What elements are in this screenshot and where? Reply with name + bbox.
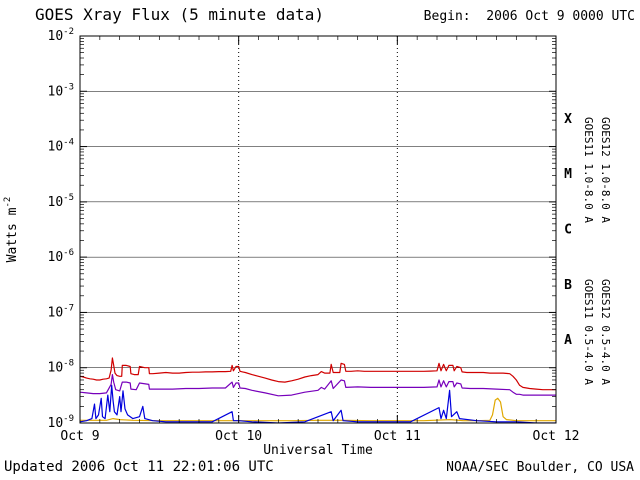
- x-tick-label: Oct 11: [374, 429, 421, 444]
- series-goes11-1-0-8-0-a: [80, 374, 556, 397]
- flare-class-letters: X M C B A: [564, 112, 572, 348]
- y-axis-ticks: 10-2 10-3 10-4 10-5 10-6 10-7 10-8 10-9: [48, 27, 556, 431]
- y-tick-label: 10-9: [48, 414, 75, 431]
- updated-timestamp-label: Updated 2006 Oct 11 22:01:06 UTC: [4, 459, 274, 475]
- source-attribution-label: NOAA/SEC Boulder, CO USA: [446, 460, 634, 475]
- y-tick-label: 10-6: [48, 248, 75, 265]
- y-tick-label: 10-4: [48, 138, 75, 155]
- y-tick-label: 10-2: [48, 27, 75, 44]
- legend-label-goes12-0-5-4-0-a: GOES12 0.5-4.0 A: [599, 279, 612, 385]
- x-tick-label: Oct 12: [533, 429, 580, 444]
- x-tick-label: Oct 9: [60, 429, 99, 444]
- flare-class-x: X: [564, 112, 572, 127]
- legend-label-goes11-0-5-4-0-a: GOES11 0.5-4.0 A: [582, 279, 595, 385]
- right-axis-labels: GOES11 1.0-8.0 A GOES12 1.0-8.0 A GOES11 0…: [582, 117, 612, 385]
- y-tick-label: 10-5: [48, 193, 75, 210]
- legend-label-goes11-1-0-8-0-a: GOES11 1.0-8.0 A: [582, 117, 595, 223]
- y-tick-label: 10-3: [48, 82, 75, 99]
- day-boundary-lines: [238, 36, 398, 423]
- x-axis-title: Universal Time: [263, 443, 373, 458]
- plot-border: [79, 35, 557, 424]
- x-tick-label: Oct 10: [215, 429, 262, 444]
- x-axis-ticks: Oct 9 Oct 10 Oct 11 Oct 12: [60, 36, 579, 444]
- begin-time-label: Begin: 2006 Oct 9 0000 UTC: [423, 9, 635, 24]
- legend-label-goes12-1-0-8-0-a: GOES12 1.0-8.0 A: [599, 117, 612, 223]
- series-goes12-0-5-4-0-a: [80, 384, 556, 423]
- flare-class-m: M: [564, 167, 572, 182]
- y-tick-label: 10-7: [48, 303, 75, 320]
- y-axis-title: Watts m-2: [3, 197, 20, 263]
- flare-class-c: C: [564, 223, 572, 238]
- decade-gridlines: [80, 91, 556, 368]
- series-goes12-1-0-8-0-a: [80, 357, 556, 391]
- flare-class-b: B: [564, 278, 572, 293]
- chart-title: GOES Xray Flux (5 minute data): [35, 5, 324, 24]
- flare-class-a: A: [564, 333, 572, 348]
- y-tick-label: 10-8: [48, 359, 75, 376]
